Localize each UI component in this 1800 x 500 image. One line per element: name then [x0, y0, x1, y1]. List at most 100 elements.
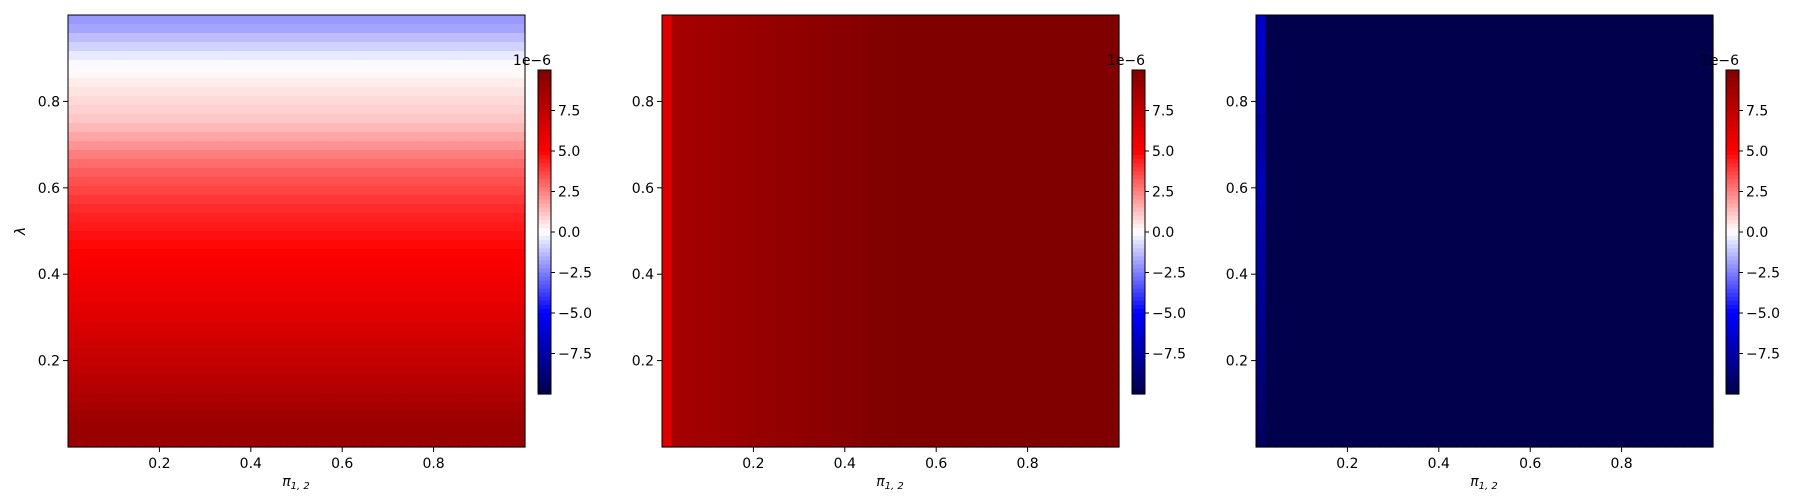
heatmap-cell	[229, 150, 240, 160]
heatmap-cell	[505, 303, 517, 313]
heatmap-cell	[391, 384, 402, 394]
y-tick-label: 0.8	[632, 94, 654, 110]
heatmap-cell	[429, 141, 440, 151]
colorbar-step	[538, 381, 551, 387]
heatmap-cell	[429, 33, 440, 43]
heatmap-cell	[286, 42, 298, 52]
heatmap-cell	[900, 249, 911, 259]
heatmap-cell	[77, 429, 88, 439]
heatmap-cell	[1023, 312, 1034, 322]
heatmap-cell	[995, 123, 1006, 133]
heatmap-cell	[325, 186, 336, 196]
heatmap-cell	[229, 114, 240, 124]
heatmap-cell	[880, 294, 892, 304]
heatmap-cell	[210, 312, 221, 322]
heatmap-cell	[382, 186, 393, 196]
heatmap-cell	[662, 276, 673, 286]
heatmap-cell	[880, 303, 892, 313]
heatmap-cell	[210, 411, 221, 421]
heatmap-cell	[144, 33, 155, 43]
heatmap-cell	[1052, 285, 1063, 295]
heatmap-cell	[467, 429, 478, 439]
heatmap-cell	[220, 384, 231, 394]
heatmap-cell	[220, 96, 231, 106]
heatmap-cell	[372, 150, 383, 160]
heatmap-cell	[248, 159, 260, 169]
heatmap-cell	[976, 249, 987, 259]
heatmap-cell	[871, 438, 882, 448]
heatmap-cell	[267, 258, 279, 268]
heatmap-cell	[496, 24, 507, 34]
heatmap-cell	[477, 357, 488, 367]
colorbar-step	[1132, 256, 1145, 261]
heatmap-cell	[153, 393, 164, 403]
heatmap-cell	[496, 123, 507, 133]
heatmap-cell	[1042, 105, 1053, 115]
heatmap-cell	[344, 231, 355, 241]
heatmap-cell	[1099, 339, 1111, 349]
heatmap-cell	[1608, 24, 1619, 34]
heatmap-cell	[496, 42, 507, 52]
heatmap-cell	[966, 222, 977, 232]
heatmap-cell	[220, 375, 231, 385]
heatmap-cell	[505, 150, 517, 160]
heatmap-cell	[153, 429, 164, 439]
heatmap-cell	[277, 222, 288, 232]
heatmap-cell	[1042, 384, 1053, 394]
heatmap-cell	[106, 15, 117, 25]
heatmap-cell	[429, 204, 440, 214]
heatmap-cell	[77, 258, 88, 268]
heatmap-cell	[966, 204, 977, 214]
heatmap-cell	[229, 357, 240, 367]
heatmap-cell	[738, 285, 749, 295]
heatmap-cell	[1522, 15, 1533, 25]
heatmap-cell	[1023, 249, 1034, 259]
heatmap-cell	[306, 429, 317, 439]
heatmap-cell	[985, 339, 996, 349]
heatmap-cell	[229, 384, 240, 394]
heatmap-cell	[277, 438, 288, 448]
heatmap-cell	[439, 51, 450, 61]
heatmap-cell	[938, 222, 949, 232]
heatmap-cell	[1351, 24, 1362, 34]
heatmap-cell	[919, 150, 930, 160]
heatmap-cell	[191, 132, 202, 142]
heatmap-cell	[134, 402, 145, 412]
heatmap-cell	[1303, 33, 1314, 43]
heatmap-cell	[306, 60, 317, 70]
heatmap-cell	[900, 258, 911, 268]
heatmap-cell	[106, 114, 117, 124]
heatmap-cell	[182, 51, 193, 61]
heatmap-cell	[842, 267, 854, 277]
heatmap-cell	[144, 267, 155, 277]
heatmap-cell	[486, 159, 498, 169]
heatmap-cell	[344, 321, 355, 331]
y-tick-label: 0.4	[38, 267, 60, 283]
heatmap-cell	[382, 42, 393, 52]
heatmap-cell	[785, 312, 796, 322]
heatmap-cell	[344, 213, 355, 223]
heatmap-cell	[738, 267, 749, 277]
heatmap-cell	[880, 150, 892, 160]
heatmap-cell	[861, 294, 873, 304]
heatmap-cell	[267, 114, 279, 124]
colorbar-step	[1132, 146, 1145, 152]
heatmap-cell	[728, 384, 739, 394]
heatmap-cell	[315, 204, 326, 214]
heatmap-cell	[776, 285, 787, 295]
heatmap-cell	[880, 132, 892, 142]
heatmap-cell	[1109, 132, 1120, 142]
heatmap-cell	[96, 114, 107, 124]
heatmap-cell	[814, 204, 825, 214]
heatmap-cell	[77, 231, 88, 241]
heatmap-cell	[315, 393, 326, 403]
heatmap-cell	[681, 267, 692, 277]
x-tick-label: 0.6	[331, 456, 353, 472]
heatmap-cell	[382, 123, 393, 133]
heatmap-cell	[448, 42, 459, 52]
heatmap-cell	[496, 285, 507, 295]
heatmap-cell	[1004, 276, 1015, 286]
heatmap-cell	[852, 240, 863, 250]
heatmap-cell	[87, 393, 98, 403]
heatmap-cell	[1090, 339, 1101, 349]
